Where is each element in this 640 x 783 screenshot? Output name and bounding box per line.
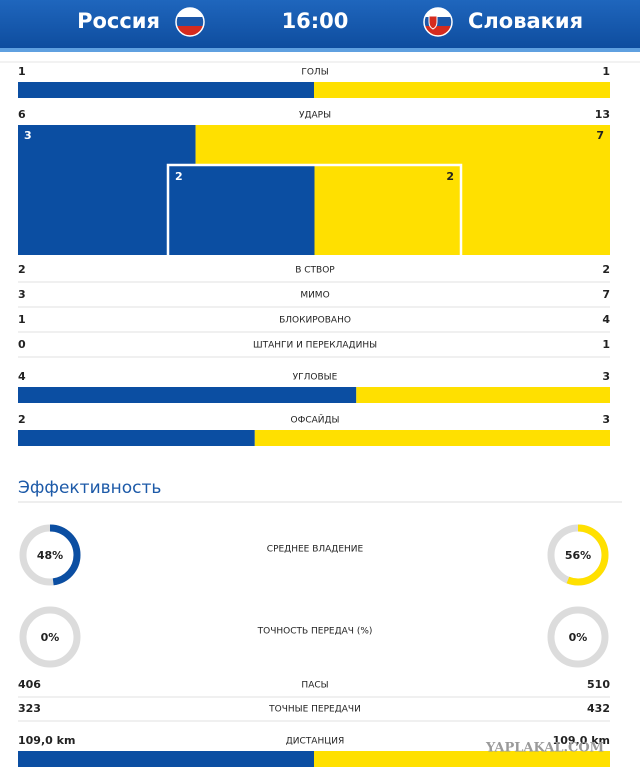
header-bar [0,0,640,52]
stat-label: УДАРЫ [299,111,331,121]
away-value: 3 [602,370,610,383]
home-value: 6 [18,108,26,121]
stat-label: БЛОКИРОВАНО [279,316,351,326]
home-bar [18,82,314,98]
outside-away: 7 [596,129,604,142]
home-bar [18,430,255,446]
inside-home: 2 [175,170,183,183]
stat-label: В СТВОР [295,266,335,276]
stat-label: МИМО [300,291,329,301]
home-value: 2 [18,413,26,426]
home-bar [18,387,357,403]
donut-track [547,606,609,668]
watermark: YAPLAKAL.COM [485,741,604,756]
home-value: 323 [18,702,41,715]
donut-label: 0% [41,631,60,644]
home-bar [18,125,196,255]
stat-label: ТОЧНОСТЬ ПЕРЕДАЧ (%) [257,627,373,637]
home-value: 4 [18,370,26,383]
header-strip [0,48,640,52]
stat-label: ОФСАЙДЫ [291,414,340,426]
away-bar [314,165,461,255]
away-value: 4 [602,313,610,326]
home-value: 1 [18,65,26,78]
donut-arc [19,524,81,586]
away-flag [424,8,452,36]
away-bar [314,82,610,98]
home-bar [18,751,314,767]
away-value: 13 [595,108,610,121]
home-value: 109,0 km [18,734,75,747]
stat-label: ГОЛЫ [301,68,328,78]
home-value: 406 [18,678,41,691]
away-value: 3 [602,413,610,426]
stat-label: ТОЧНЫЕ ПЕРЕДАЧИ [268,705,361,715]
section-title: Эффективность [18,478,161,498]
away-value: 2 [602,263,610,276]
home-flag [176,8,204,36]
donut-track [19,606,81,668]
away-value: 1 [602,65,610,78]
flag-ring [423,7,453,37]
home-team: Россия [77,9,160,33]
match-time: 16:00 [282,9,349,33]
home-value: 0 [18,338,26,351]
box-outline [166,163,463,259]
home-value: 3 [18,288,26,301]
donut-label: 48% [37,549,63,562]
away-bar [356,387,610,403]
outside-home: 3 [24,129,32,142]
home-value: 2 [18,263,26,276]
away-value: 510 [587,678,610,691]
inside-away: 2 [446,170,454,183]
stat-label: ШТАНГИ И ПЕРЕКЛАДИНЫ [253,341,377,351]
home-value: 1 [18,313,26,326]
donut-label: 0% [569,631,588,644]
stat-label: ПАСЫ [301,681,328,691]
away-value: 1 [602,338,610,351]
home-bar [168,165,315,255]
away-bar [254,430,611,446]
donut-label: 56% [565,549,591,562]
away-value: 109,0 km [553,734,610,747]
away-bar [314,751,610,767]
stat-label: УГЛОВЫЕ [293,373,338,383]
stat-label: СРЕДНЕЕ ВЛАДЕНИЕ [267,545,364,555]
away-value: 7 [602,288,610,301]
away-team: Словакия [468,9,583,33]
donut-arc [547,524,609,586]
away-value: 432 [587,702,610,715]
stat-label: ДИСТАНЦИЯ [286,737,344,747]
flag-ring [175,7,205,37]
